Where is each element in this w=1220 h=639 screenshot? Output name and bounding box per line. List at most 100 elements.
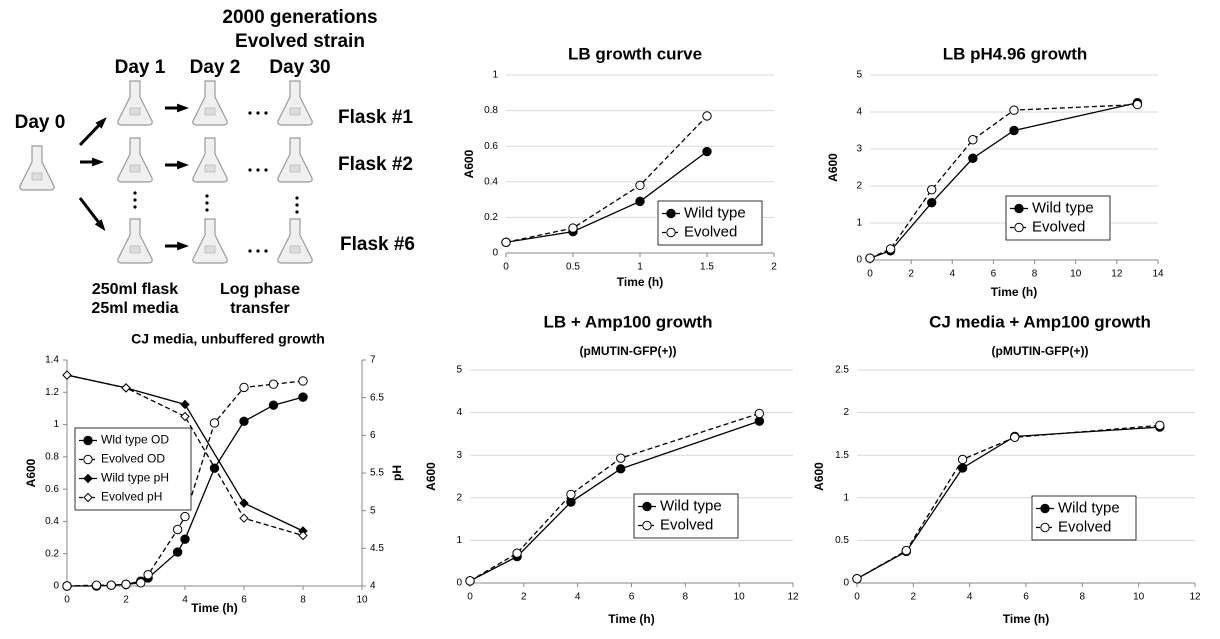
y-tick-label: 0 (492, 248, 498, 259)
ellipsis-dot (256, 111, 260, 115)
marker (512, 548, 522, 558)
flask-label-patch (129, 107, 141, 116)
x-tick-label: 6 (629, 592, 635, 603)
note: 250ml flask (92, 281, 178, 298)
ellipsis-dot (264, 249, 268, 253)
marker (1040, 522, 1050, 533)
legend-label: Wld type OD (101, 433, 169, 447)
x-tick-label: 14 (1152, 269, 1164, 280)
ellipsis-dot (248, 111, 252, 115)
ellipsis-dot (295, 203, 299, 207)
marker (62, 370, 72, 380)
y-tick-label: 0.6 (45, 484, 59, 495)
marker (136, 578, 146, 588)
y-axis-label: A600 (24, 458, 38, 487)
marker (901, 545, 911, 556)
ellipsis-dot (133, 205, 137, 209)
x-tick-label: 12 (1111, 269, 1123, 280)
marker (927, 185, 937, 195)
day-label: Day 1 (115, 57, 166, 78)
series-line (469, 412, 760, 582)
legend: Wild type Evolved (1005, 195, 1111, 241)
y-tick-label: 0.2 (484, 212, 498, 223)
y-tick-label: 0.4 (45, 516, 59, 527)
y2-tick-label: 4.5 (370, 543, 384, 554)
y-tick-label: 0.8 (45, 451, 59, 462)
ellipsis-dot (205, 208, 209, 212)
marker (1010, 432, 1020, 443)
marker (501, 237, 511, 248)
arrow-head (92, 157, 104, 167)
y-tick-label: 0.5 (835, 535, 849, 546)
legend-label: Wild type (684, 204, 746, 221)
flask (277, 218, 313, 264)
marker (239, 498, 249, 508)
x-tick-label: 4 (967, 592, 973, 603)
marker (702, 111, 712, 121)
x-axis-label: Time (h) (617, 275, 663, 289)
legend-label: Evolved (1058, 518, 1111, 535)
marker (865, 253, 875, 263)
marker (239, 513, 249, 523)
ellipsis-dot (264, 111, 268, 115)
arrow-head (177, 160, 189, 170)
day-label: Day 2 (190, 57, 241, 78)
x-axis-label: Time (h) (608, 612, 654, 626)
x-tick-label: 2 (521, 592, 527, 603)
day-label: Day 0 (15, 112, 66, 133)
chart-title: LB + Amp100 growth (544, 312, 713, 331)
x-tick-label: 0 (64, 595, 70, 606)
legend-box (633, 493, 739, 539)
note: Log phase (220, 281, 300, 298)
marker (568, 223, 578, 233)
y-tick-label: 1 (53, 419, 59, 430)
chart-title: CJ media + Amp100 growth (929, 312, 1151, 331)
ellipsis-dot (133, 198, 137, 202)
series-line (66, 374, 304, 537)
ellipsis-dot (248, 249, 252, 253)
marker (298, 392, 308, 402)
flask-label: Flask #2 (338, 154, 413, 175)
marker (298, 530, 308, 541)
y2-axis-label: pH (390, 465, 404, 481)
y-tick-label: 2 (856, 181, 862, 192)
legend-label: Evolved OD (101, 452, 165, 466)
x-tick-label: 4 (182, 595, 188, 606)
x-tick-label: 6 (991, 269, 997, 280)
marker (143, 570, 153, 580)
marker (91, 580, 102, 590)
x-tick-label: 2 (911, 592, 917, 603)
y-tick-label: 1.5 (835, 450, 849, 461)
legend-label: Wild type (1032, 199, 1094, 216)
y2-tick-label: 7 (370, 355, 376, 366)
x-tick-label: 10 (1070, 269, 1082, 280)
marker (83, 435, 93, 446)
marker (1014, 222, 1024, 233)
diagram-title: 2000 generations (222, 7, 377, 28)
legend-box (657, 200, 763, 246)
chart: CJ media + Amp100 growth (pMUTIN-GFP(+)) T… (812, 312, 1201, 626)
y-axis-label: A600 (812, 462, 826, 491)
chart-title: LB pH4.96 growth (943, 44, 1088, 63)
flask-label-patch (31, 172, 43, 181)
x-tick-label: 2 (908, 269, 914, 280)
marker (968, 153, 978, 163)
day-label: Day 30 (269, 57, 330, 78)
marker (968, 135, 978, 145)
chart-title: LB growth curve (568, 44, 702, 63)
y-tick-label: 2 (843, 407, 849, 418)
legend: Wld type OD Evolved OD Wild type pH Evolved… (74, 427, 192, 511)
legend-label: Wild type (1058, 499, 1120, 516)
diagram: 2000 generations Evolved strain Day 0 Da… (15, 7, 415, 317)
flask (277, 80, 313, 126)
marker (927, 197, 937, 208)
ellipsis-dot (205, 201, 209, 205)
ellipsis-dot (205, 194, 209, 198)
x-tick-label: 0 (467, 592, 473, 603)
y-tick-label: 3 (456, 450, 462, 461)
series-line (505, 115, 708, 243)
marker (83, 492, 93, 503)
y-axis-label: A600 (424, 462, 438, 491)
flask (117, 137, 153, 183)
flask-label-patch (204, 245, 216, 254)
